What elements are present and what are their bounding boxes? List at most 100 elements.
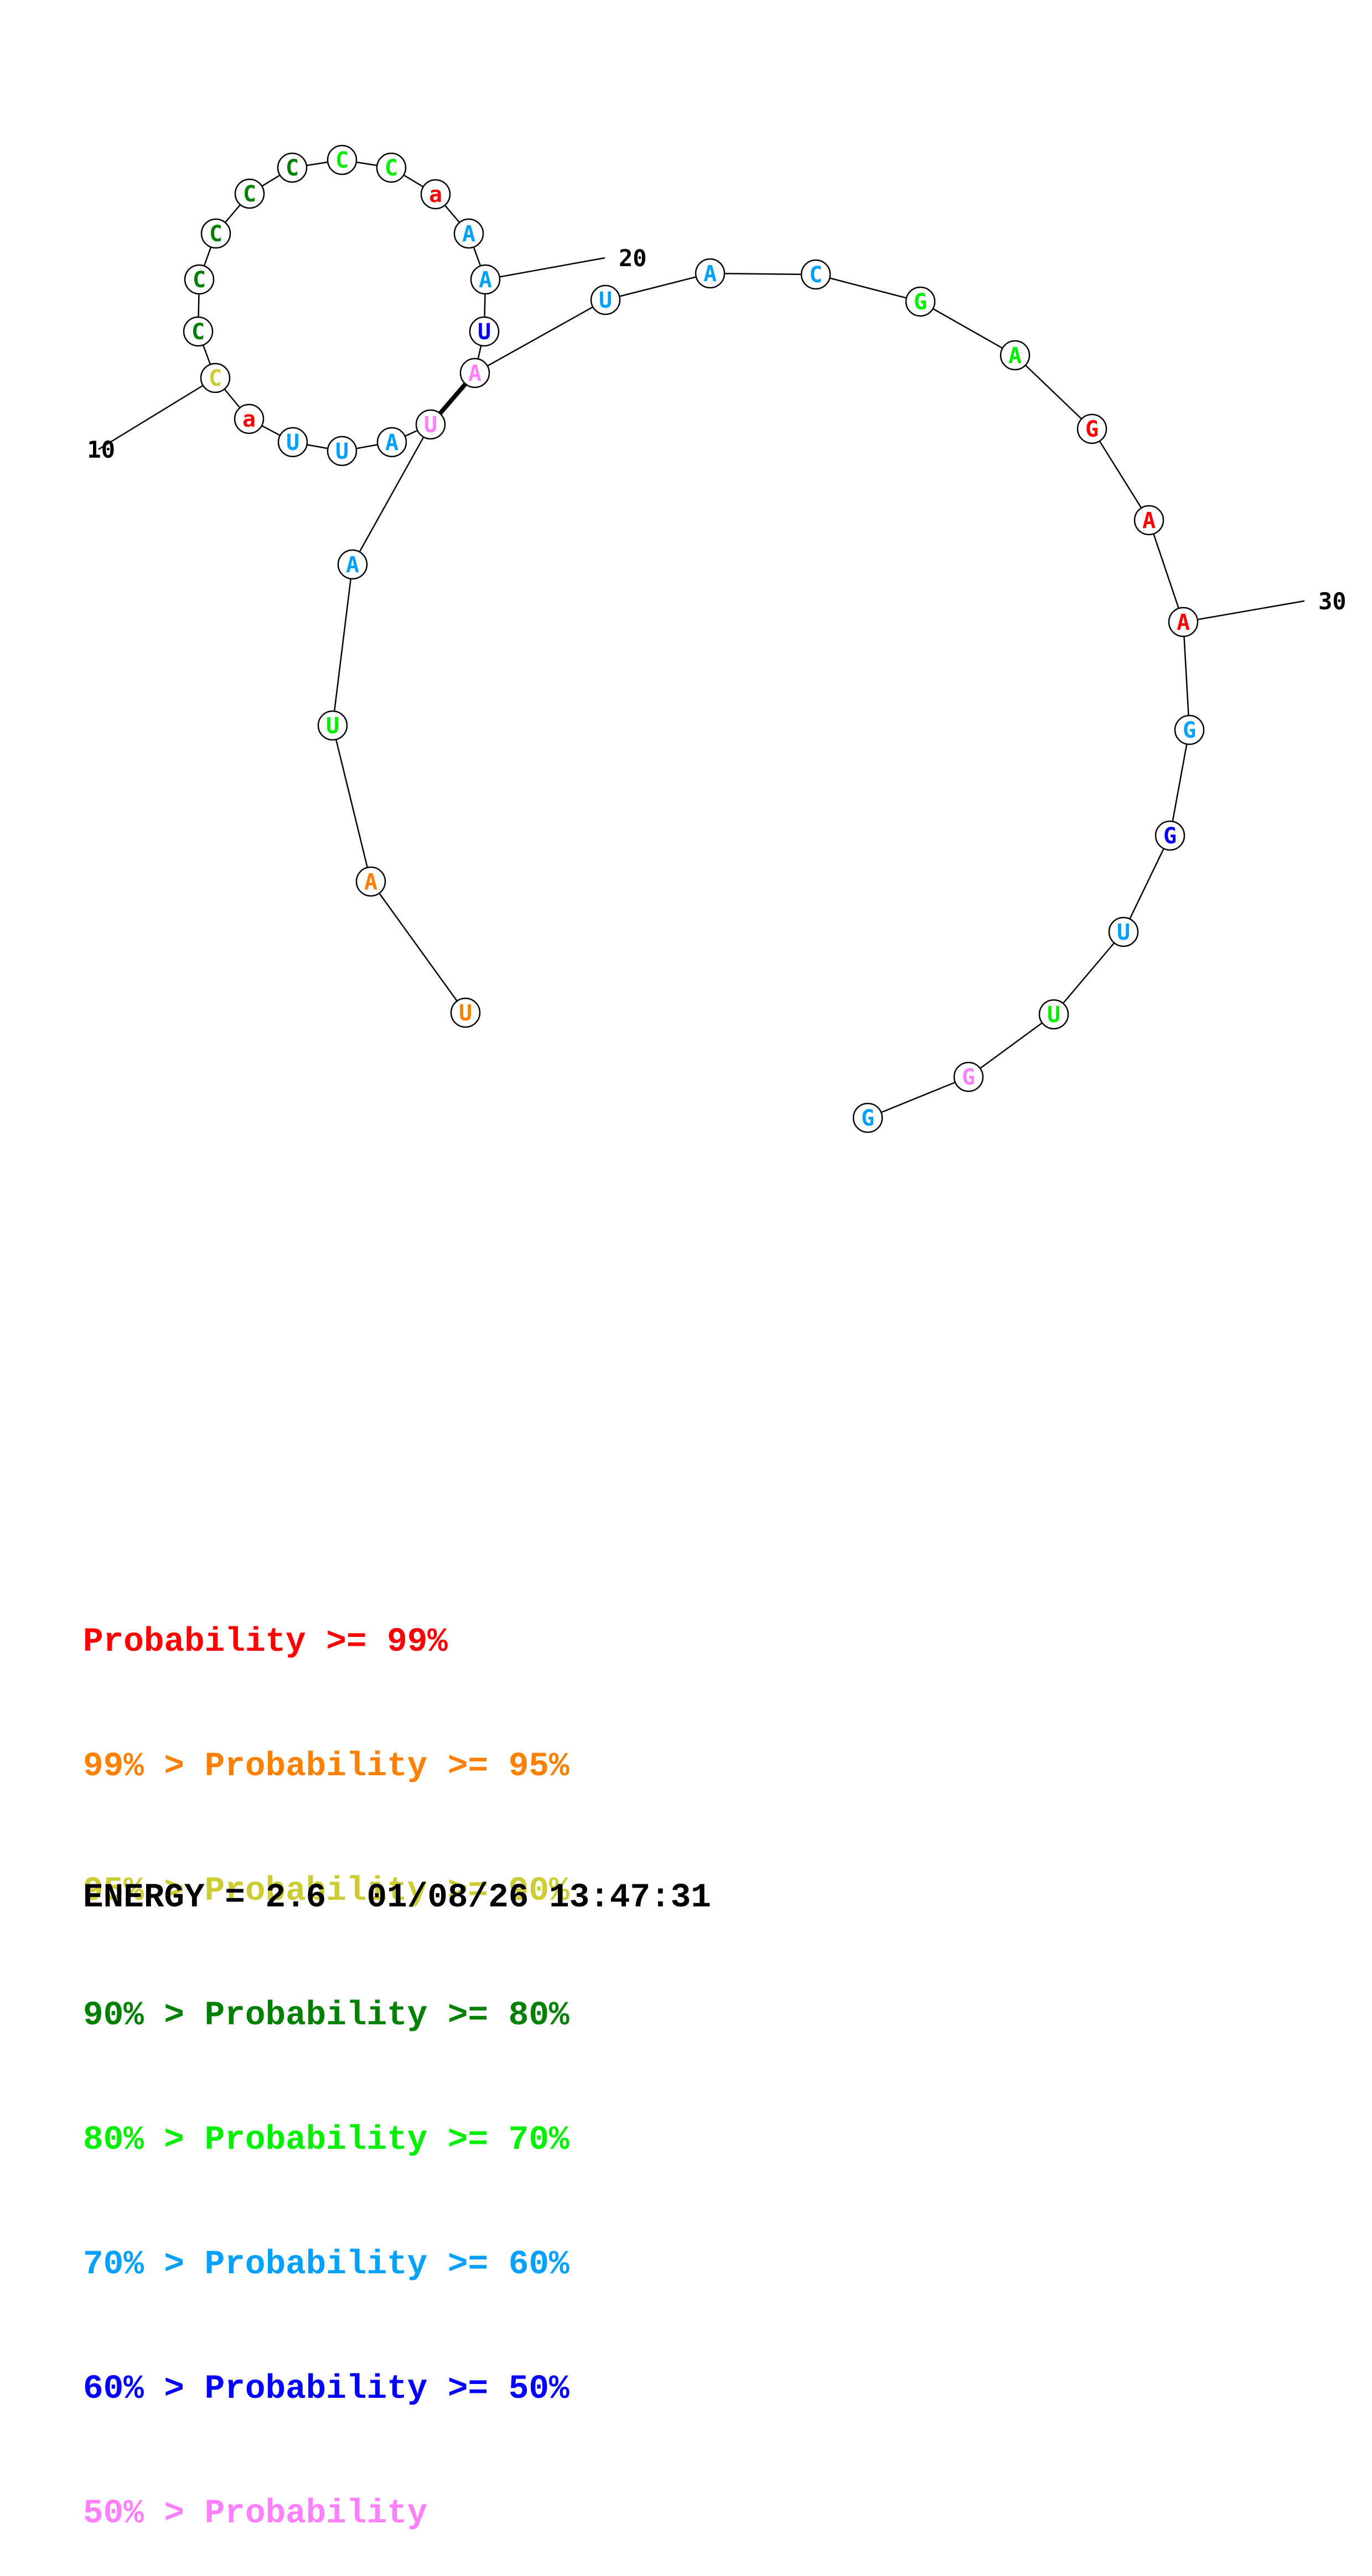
timestamp: 01/08/26 13:47:31 <box>366 1879 711 1917</box>
legend-row: 80% > Probability >= 70% <box>83 2119 569 2161</box>
nucleotide-letter: C <box>286 156 299 181</box>
nucleotide: A <box>1133 505 1164 536</box>
legend-text: Probability >= 80% <box>204 1997 569 2035</box>
backbone-segment <box>1091 428 1150 521</box>
position-ticks: 10 20 30 <box>87 245 1347 623</box>
nucleotide-letter: A <box>468 361 482 386</box>
nucleotide: A <box>695 258 726 289</box>
nucleotide-circle <box>420 179 451 210</box>
probability-legend: Probability >= 99% 99% > Probability >= … <box>83 1538 569 2576</box>
nucleotide-letter: A <box>1177 610 1190 635</box>
backbone-segment <box>332 725 372 882</box>
backbone-segment <box>370 881 467 1013</box>
legend-prefix: 70% > <box>83 2246 205 2284</box>
nucleotide: A <box>470 264 501 295</box>
backbone-segment <box>474 299 606 374</box>
legend-text: Probability >= 90% <box>204 1872 569 1910</box>
nucleotide: U <box>469 316 500 347</box>
nucleotide-letter: G <box>962 1065 975 1090</box>
nucleotide-circle <box>450 997 481 1028</box>
legend-text: Probability >= 95% <box>204 1748 569 1786</box>
legend-row: 90% > Probability >= 80% <box>83 1995 569 2036</box>
nucleotide: a <box>234 403 265 434</box>
legend-text: Probability <box>204 2495 428 2533</box>
nucleotide: C <box>200 362 231 393</box>
nucleotide: A <box>1000 340 1031 371</box>
nucleotide-circle <box>183 316 214 347</box>
nucleotide-circle <box>1168 607 1199 637</box>
nucleotide-letter: U <box>599 288 612 313</box>
backbone-segment <box>1014 355 1093 429</box>
nucleotide: A <box>453 218 484 249</box>
legend-row: 70% > Probability >= 60% <box>83 2244 569 2285</box>
nucleotide-letter: A <box>1008 343 1022 369</box>
nucleotide-circle <box>234 403 265 434</box>
tick-line <box>98 377 216 450</box>
backbone-segment <box>867 1076 969 1119</box>
legend-row: 50% > Probability <box>83 2493 569 2534</box>
nucleotide-circle <box>376 427 407 458</box>
nucleotide-letter: C <box>209 221 222 247</box>
nucleotide-circle <box>695 258 726 289</box>
nucleotide-circle <box>327 144 358 175</box>
nucleotide: G <box>953 1061 984 1092</box>
nucleotide-letter: A <box>703 261 717 287</box>
nucleotide-circle <box>905 286 936 317</box>
legend-prefix: 80% > <box>83 2121 205 2159</box>
nucleotide: G <box>1174 714 1205 745</box>
nucleotide: G <box>905 286 936 317</box>
backbone-segment <box>1053 931 1124 1015</box>
nucleotide-letter: U <box>286 430 299 455</box>
nucleotide-letter: A <box>346 552 359 578</box>
nucleotide: U <box>327 436 358 467</box>
nucleotide: C <box>183 316 214 347</box>
nucleotide-circle <box>459 357 490 388</box>
nucleotide-circle <box>852 1102 883 1133</box>
nucleotide: A <box>376 427 407 458</box>
nucleotide: U <box>1108 916 1139 947</box>
nucleotide-circle <box>800 259 831 290</box>
nucleotide-letter: C <box>335 148 349 173</box>
nucleotide-letter: U <box>335 439 349 464</box>
legend-prefix: 90% > <box>83 1997 205 2035</box>
nucleotide: A <box>355 866 386 897</box>
nucleotide-letter: A <box>364 869 377 895</box>
nucleotide: G <box>1154 820 1185 851</box>
nucleotide-circle <box>277 152 308 183</box>
nucleotide-circle <box>953 1061 984 1092</box>
nucleotide-circle <box>415 409 446 440</box>
nucleotide: C <box>376 152 407 183</box>
nucleotide: U <box>415 409 446 440</box>
nucleotide-letter: a <box>242 407 256 432</box>
nucleotide-circle <box>327 436 358 467</box>
nucleotide-circle <box>1108 916 1139 947</box>
legend-text: Probability >= 70% <box>204 2121 569 2159</box>
nucleotide: C <box>200 218 231 249</box>
legend-row: 95% > Probability >= 90% <box>83 1870 569 1912</box>
position-tick-label: 30 <box>1318 588 1347 615</box>
nucleotide-letter: U <box>1047 1002 1060 1028</box>
nucleotide-letter: U <box>478 319 491 345</box>
energy-footer: ENERGY = 2.6 01/08/26 13:47:31 <box>83 1879 711 1917</box>
backbone-segment <box>815 273 921 303</box>
nucleotide-circle <box>1076 413 1107 444</box>
backbone-segment <box>1182 621 1190 730</box>
nucleotide-letter: A <box>479 267 492 293</box>
nucleotide-letter: U <box>1117 920 1130 945</box>
legend-text: Probability >= 99% <box>83 1623 448 1661</box>
nucleotide: C <box>184 264 215 295</box>
nucleotide-letter: G <box>1163 823 1177 849</box>
nucleotide-circle <box>1000 340 1031 371</box>
nucleotide-circle <box>1038 999 1069 1030</box>
nucleotide-circle <box>469 316 500 347</box>
nucleotide-letter: G <box>914 289 927 315</box>
position-tick-label: 10 <box>87 436 115 463</box>
nucleotide: a <box>420 179 451 210</box>
nucleotide-letter: A <box>385 430 398 455</box>
nucleotide: A <box>337 549 368 580</box>
legend-row: 99% > Probability >= 95% <box>83 1746 569 1787</box>
nucleotide: U <box>590 284 621 315</box>
nucleotide-circle <box>1154 820 1185 851</box>
energy-value: ENERGY = 2.6 <box>83 1879 327 1917</box>
